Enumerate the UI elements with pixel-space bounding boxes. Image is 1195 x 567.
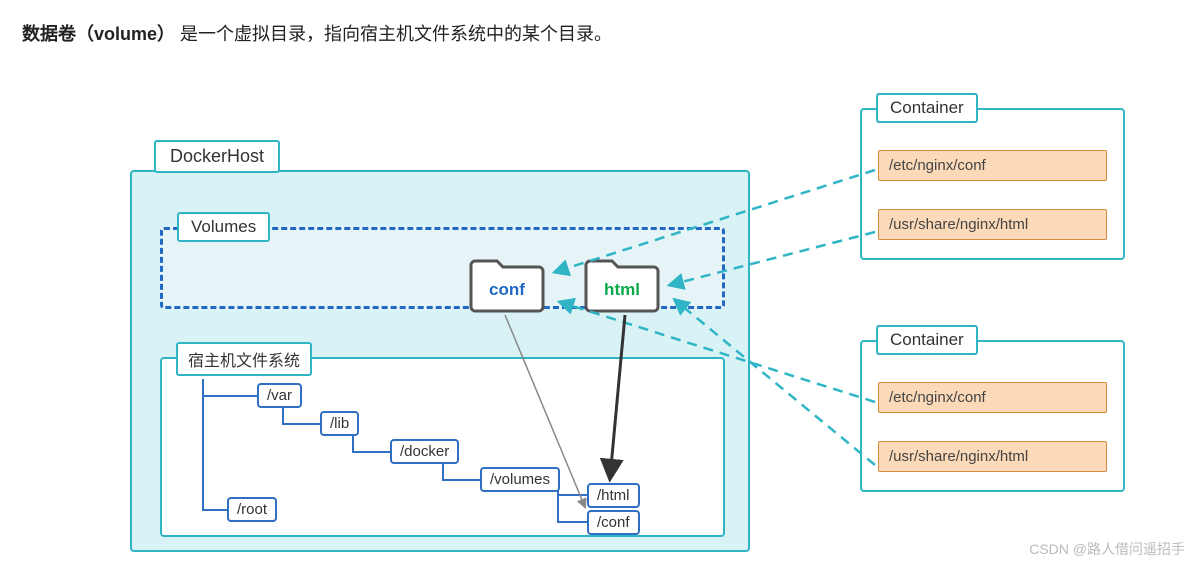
- tree-line: [282, 423, 322, 425]
- heading: 数据卷（volume） 是一个虚拟目录，指向宿主机文件系统中的某个目录。: [22, 20, 612, 46]
- tree-line: [442, 463, 444, 479]
- path-usr-share-nginx-html-1: /usr/share/nginx/html: [878, 209, 1107, 240]
- tree-line: [557, 494, 587, 496]
- filesystem-panel: 宿主机文件系统 /var /lib /docker /volumes /html…: [160, 357, 725, 537]
- path-etc-nginx-conf-2: /etc/nginx/conf: [878, 382, 1107, 413]
- dir-conf: /conf: [587, 510, 640, 535]
- container-box-2: Container /etc/nginx/conf /usr/share/ngi…: [860, 340, 1125, 492]
- folder-conf-label: conf: [489, 280, 525, 300]
- dir-html: /html: [587, 483, 640, 508]
- container-box-1: Container /etc/nginx/conf /usr/share/ngi…: [860, 108, 1125, 260]
- folder-conf-icon: conf: [467, 257, 547, 313]
- path-usr-share-nginx-html-2: /usr/share/nginx/html: [878, 441, 1107, 472]
- heading-bold: 数据卷（volume）: [22, 24, 175, 44]
- dir-lib: /lib: [320, 411, 359, 436]
- volumes-title: Volumes: [177, 212, 270, 242]
- tree-line: [442, 479, 482, 481]
- dockerhost-panel: DockerHost Volumes conf html 宿主机文件系统: [130, 170, 750, 552]
- path-etc-nginx-conf-1: /etc/nginx/conf: [878, 150, 1107, 181]
- dir-docker: /docker: [390, 439, 459, 464]
- container-title-2: Container: [876, 325, 978, 355]
- tree-line: [282, 407, 284, 423]
- tree-line: [202, 395, 257, 397]
- dir-root: /root: [227, 497, 277, 522]
- heading-rest: 是一个虚拟目录，指向宿主机文件系统中的某个目录。: [175, 24, 612, 44]
- tree-line: [202, 379, 204, 509]
- tree-line: [352, 435, 354, 451]
- folder-html-label: html: [604, 280, 640, 300]
- filesystem-title: 宿主机文件系统: [176, 342, 312, 376]
- container-title-1: Container: [876, 93, 978, 123]
- dockerhost-title: DockerHost: [154, 140, 280, 173]
- tree-line: [202, 509, 227, 511]
- tree-line: [352, 451, 392, 453]
- dir-volumes: /volumes: [480, 467, 560, 492]
- tree-line: [557, 521, 587, 523]
- watermark: CSDN @路人借问遥招手: [1029, 539, 1185, 559]
- folder-html-icon: html: [582, 257, 662, 313]
- dir-var: /var: [257, 383, 302, 408]
